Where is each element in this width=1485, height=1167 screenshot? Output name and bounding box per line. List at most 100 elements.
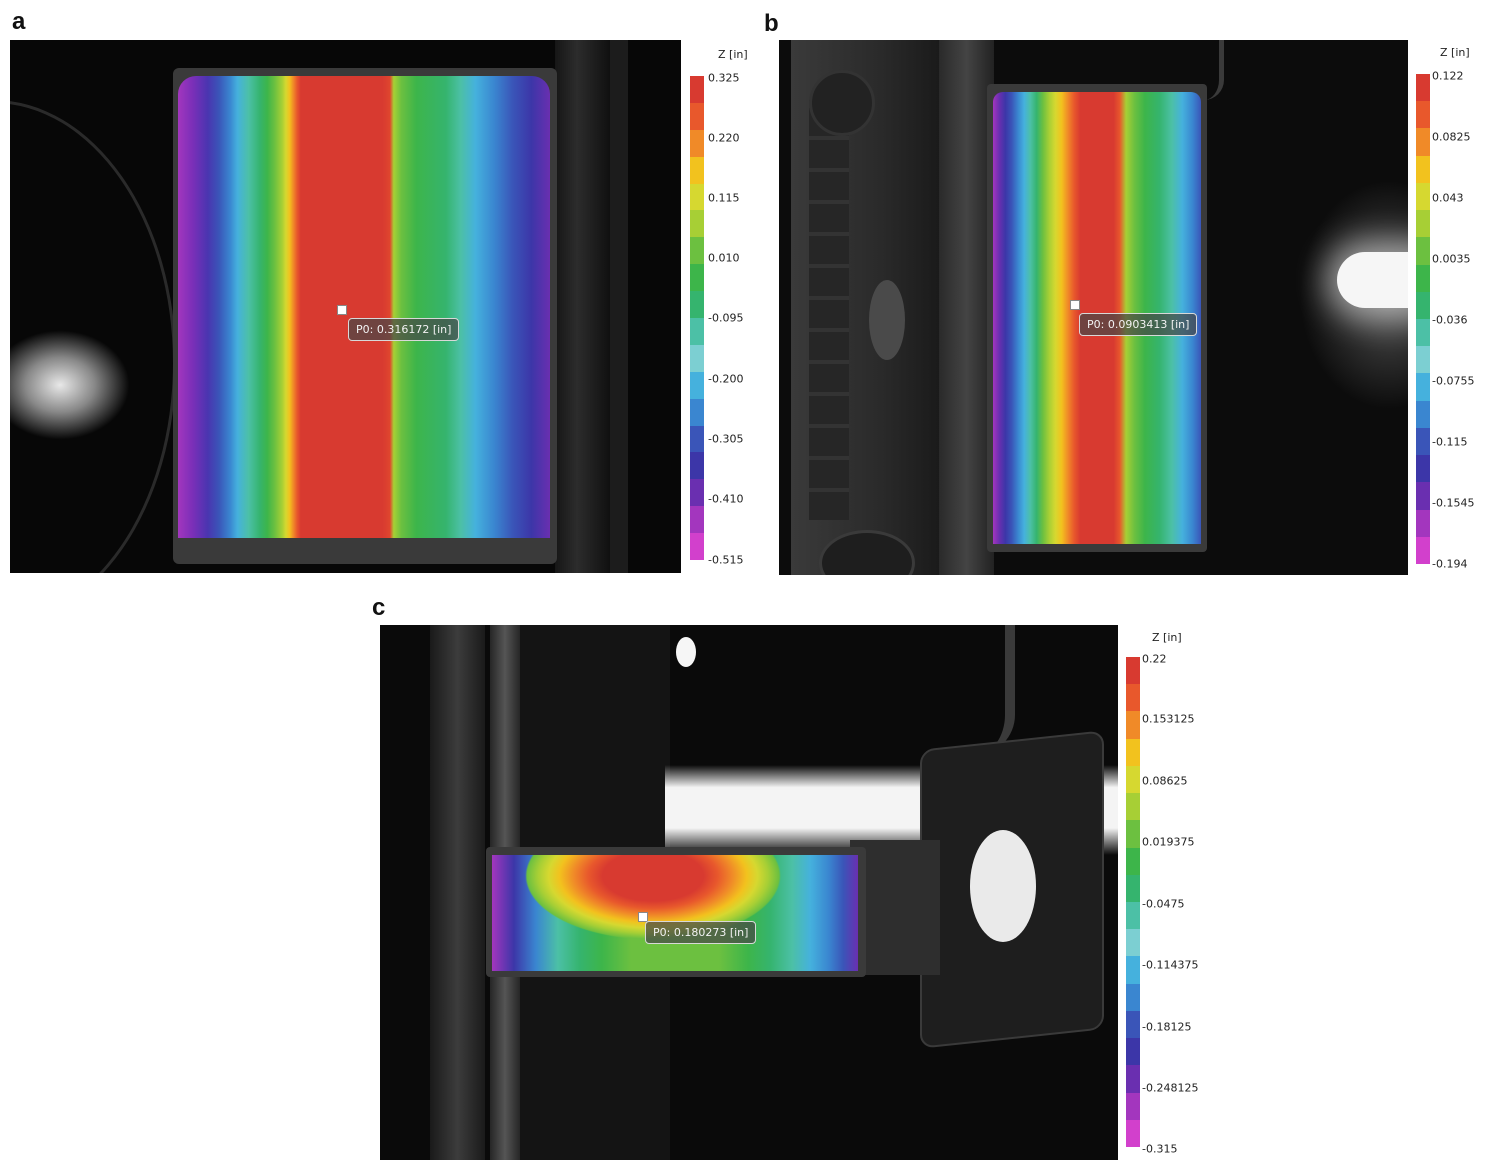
colorbar-segment [1126, 657, 1140, 685]
colorbar-segment [1416, 291, 1430, 319]
probe-readout: P0: 0.0903413 [in] [1079, 313, 1198, 336]
colorbar-segment [1416, 128, 1430, 156]
colorbar-tick: -0.194 [1432, 557, 1468, 571]
colorbar-segment [1416, 482, 1430, 510]
colorbar-segment [1416, 509, 1430, 537]
colorbar-gradient [690, 76, 704, 561]
colorbar-tick: -0.115 [1432, 435, 1468, 449]
colorbar-segment [1126, 711, 1140, 739]
panel-a-label: a [12, 8, 26, 35]
colorbar-segment [690, 398, 704, 426]
colorbar-segment [1416, 536, 1430, 564]
panel-c-photo: P0: 0.180273 [in] [380, 625, 1118, 1160]
panel-b-photo: P0: 0.0903413 [in] [779, 40, 1408, 575]
colorbar-segment [690, 129, 704, 157]
colorbar-segment [690, 183, 704, 211]
panel-c-label: c [372, 594, 386, 621]
colorbar-tick: 0.0825 [1432, 130, 1471, 144]
bolt-hole [869, 280, 905, 360]
colorbar-segment [1416, 427, 1430, 456]
colorbar-tick: 0.115 [708, 191, 740, 205]
colorbar-segment [690, 344, 704, 372]
cable [1199, 40, 1224, 100]
colorbar-tick: -0.0755 [1432, 374, 1475, 388]
colorbar-segment [1126, 1010, 1140, 1039]
colorbar-tick: -0.515 [708, 553, 744, 567]
colorbar-tick: -0.410 [708, 492, 744, 506]
colorbar-tick: -0.0475 [1142, 897, 1185, 911]
colorbar-segment [690, 452, 704, 480]
panel-a-colorbar: Z [in] 0.325 0.220 0.115 0.010 -0.095 -0… [686, 40, 776, 570]
bright-light-spot [1337, 252, 1408, 308]
colorbar-tick: 0.019375 [1142, 835, 1195, 849]
fixture-plate [809, 100, 849, 520]
displacement-contour-map [492, 855, 858, 971]
colorbar-segment [1126, 956, 1140, 984]
colorbar-segment [690, 533, 704, 561]
colorbar-segment [1416, 237, 1430, 265]
colorbar-segment [1416, 264, 1430, 292]
colorbar-segment [1416, 74, 1430, 102]
colorbar-segment [1126, 738, 1140, 766]
colorbar-tick: 0.220 [708, 131, 740, 145]
colorbar-segment [1416, 318, 1430, 347]
colorbar-tick: -0.315 [1142, 1142, 1178, 1156]
colorbar-tick: 0.0035 [1432, 252, 1471, 266]
colorbar-tick: -0.095 [708, 311, 744, 325]
colorbar-tick: 0.325 [708, 71, 740, 85]
colorbar-tick: -0.18125 [1142, 1020, 1192, 1034]
fixture-rail [939, 40, 994, 575]
colorbar-gradient [1416, 74, 1430, 564]
panel-b-label: b [764, 10, 779, 37]
colorbar-gradient [1126, 657, 1140, 1147]
colorbar-tick: 0.122 [1432, 69, 1464, 83]
colorbar-segment [1416, 373, 1430, 401]
colorbar-segment [1126, 820, 1140, 848]
colorbar-tick: -0.305 [708, 432, 744, 446]
bright-light-spot [676, 637, 696, 667]
colorbar-segment [1416, 346, 1430, 374]
colorbar-segment [1416, 210, 1430, 238]
colorbar-segment [1126, 1038, 1140, 1066]
colorbar-segment [1126, 929, 1140, 957]
colorbar-segment [1126, 1119, 1140, 1147]
colorbar-segment [690, 371, 704, 399]
colorbar-unit-label: Z [in] [1152, 631, 1182, 644]
probe-marker[interactable] [638, 912, 648, 922]
colorbar-segment [1416, 455, 1430, 483]
colorbar-tick: -0.114375 [1142, 958, 1199, 972]
colorbar-tick: -0.1545 [1432, 496, 1475, 510]
colorbar-segment [1126, 765, 1140, 794]
colorbar-tick: -0.248125 [1142, 1081, 1199, 1095]
colorbar-segment [1126, 874, 1140, 902]
colorbar-segment [690, 264, 704, 292]
colorbar-segment [690, 210, 704, 238]
colorbar-segment [1416, 101, 1430, 129]
colorbar-segment [690, 425, 704, 453]
colorbar-segment [690, 237, 704, 265]
fixture-rail [430, 625, 485, 1160]
fixture-arc [10, 100, 176, 573]
colorbar-tick: 0.153125 [1142, 712, 1195, 726]
probe-marker[interactable] [337, 305, 347, 315]
colorbar-tick: 0.010 [708, 251, 740, 265]
colorbar-segment [1126, 847, 1140, 875]
probe-readout: P0: 0.180273 [in] [645, 921, 757, 944]
colorbar-segment [1416, 155, 1430, 183]
fixture-rail [555, 40, 610, 573]
colorbar-segment [1126, 1092, 1140, 1120]
colorbar-segment [690, 76, 704, 103]
probe-readout: P0: 0.316172 [in] [348, 318, 460, 341]
colorbar-tick: 0.043 [1432, 191, 1464, 205]
colorbar-segment [690, 156, 704, 184]
colorbar-segment [1126, 793, 1140, 821]
fixture-rail [610, 40, 628, 573]
colorbar-segment [1126, 901, 1140, 930]
colorbar-unit-label: Z [in] [718, 48, 748, 61]
probe-marker[interactable] [1070, 300, 1080, 310]
colorbar-segment [690, 506, 704, 534]
bolt-hole [809, 70, 875, 136]
colorbar-tick: 0.22 [1142, 652, 1167, 666]
colorbar-segment [1416, 182, 1430, 211]
colorbar-segment [1126, 684, 1140, 712]
